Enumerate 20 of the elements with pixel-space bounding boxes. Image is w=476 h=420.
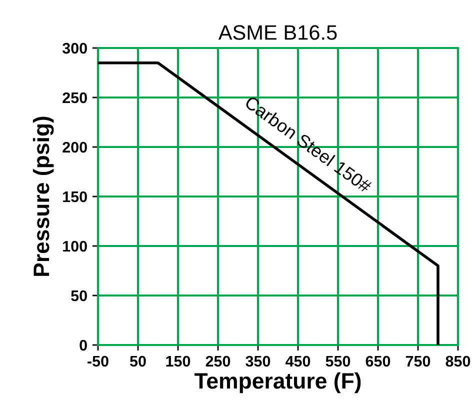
x-tick-label: -50 — [88, 356, 108, 367]
x-tick-label: 150 — [166, 356, 190, 367]
y-axis-title: Pressure (psig) — [32, 116, 54, 276]
x-tick-label: 750 — [406, 356, 430, 367]
y-tick-label: 50 — [71, 290, 87, 302]
y-tick-label: 200 — [62, 142, 87, 153]
x-tick-label: 650 — [366, 356, 390, 367]
x-tick-label: 850 — [446, 356, 470, 367]
x-tick-label: 250 — [206, 356, 230, 367]
x-tick-label: 450 — [285, 356, 310, 367]
y-tick-label: 150 — [63, 191, 87, 202]
x-tick-label: 50 — [130, 356, 146, 367]
chart-title: ASME B16.5 — [218, 25, 337, 40]
y-tick-label: 100 — [63, 240, 87, 252]
y-tick-label: 0 — [80, 340, 87, 351]
x-tick-label: 550 — [326, 356, 350, 367]
y-tick-label: 250 — [62, 92, 87, 104]
x-tick-label: 350 — [246, 356, 270, 367]
y-tick-label: 300 — [62, 42, 87, 54]
x-axis-title: Temperature (F) — [194, 372, 361, 394]
